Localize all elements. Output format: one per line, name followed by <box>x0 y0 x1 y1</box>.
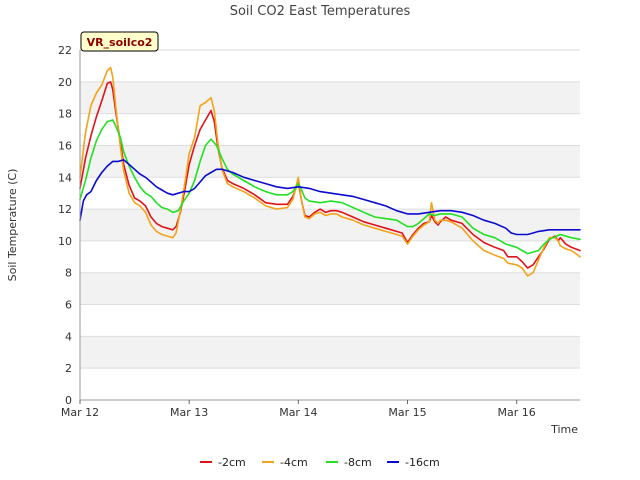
series-line-4cm <box>79 66 581 277</box>
legend-label: -8cm <box>344 456 372 469</box>
axes <box>79 50 580 401</box>
y-tick-label: 20 <box>58 76 72 89</box>
y-tick-label: 22 <box>58 44 72 57</box>
x-tick-label: Mar 16 <box>498 406 536 419</box>
y-axis-label: Soil Temperature (C) <box>6 169 19 282</box>
y-tick-label: 18 <box>58 108 72 121</box>
series-line-8cm <box>79 119 581 255</box>
series-line-2cm <box>79 81 581 269</box>
x-tick-label: Mar 13 <box>170 406 208 419</box>
y-tick-label: 6 <box>65 299 72 312</box>
grid-band <box>80 368 580 400</box>
grid-bands <box>80 50 580 400</box>
y-tick-label: 14 <box>58 171 72 184</box>
x-tick-label: Mar 14 <box>279 406 317 419</box>
y-tick-label: 8 <box>65 267 72 280</box>
y-tick-label: 2 <box>65 362 72 375</box>
series-lines <box>79 66 581 277</box>
y-tick-label: 0 <box>65 394 72 407</box>
grid-band <box>80 240 580 273</box>
series-line-16cm <box>79 159 581 236</box>
grid-band <box>80 50 580 82</box>
site-badge: VR_soilco2 <box>80 31 159 52</box>
x-tick-labels: Mar 12 Mar 13 Mar 14 Mar 15 Mar 16 <box>61 400 536 419</box>
site-badge-box <box>80 31 159 52</box>
grid-band <box>80 336 580 369</box>
y-tick-label: 16 <box>58 139 72 152</box>
grid-band <box>80 272 580 305</box>
grid-lines <box>80 49 580 401</box>
y-tick-labels: 0 2 4 6 8 10 12 14 16 18 20 22 <box>58 44 72 407</box>
legend-label: -2cm <box>218 456 246 469</box>
x-tick-label: Mar 15 <box>388 406 426 419</box>
legend-label: -16cm <box>405 456 440 469</box>
grid-band <box>80 304 580 337</box>
legend-label: -4cm <box>280 456 308 469</box>
y-tick-label: 10 <box>58 235 72 248</box>
grid-band <box>80 113 580 146</box>
x-axis-label: Time <box>550 423 578 436</box>
grid-band <box>80 81 580 114</box>
legend: -2cm -4cm -8cm -16cm <box>200 456 440 469</box>
y-tick-label: 12 <box>58 203 72 216</box>
site-badge-label: VR_soilco2 <box>87 36 153 49</box>
x-tick-label: Mar 12 <box>61 406 99 419</box>
y-tick-label: 4 <box>65 330 72 343</box>
chart-title: Soil CO2 East Temperatures <box>230 4 411 19</box>
grid-band <box>80 145 580 178</box>
